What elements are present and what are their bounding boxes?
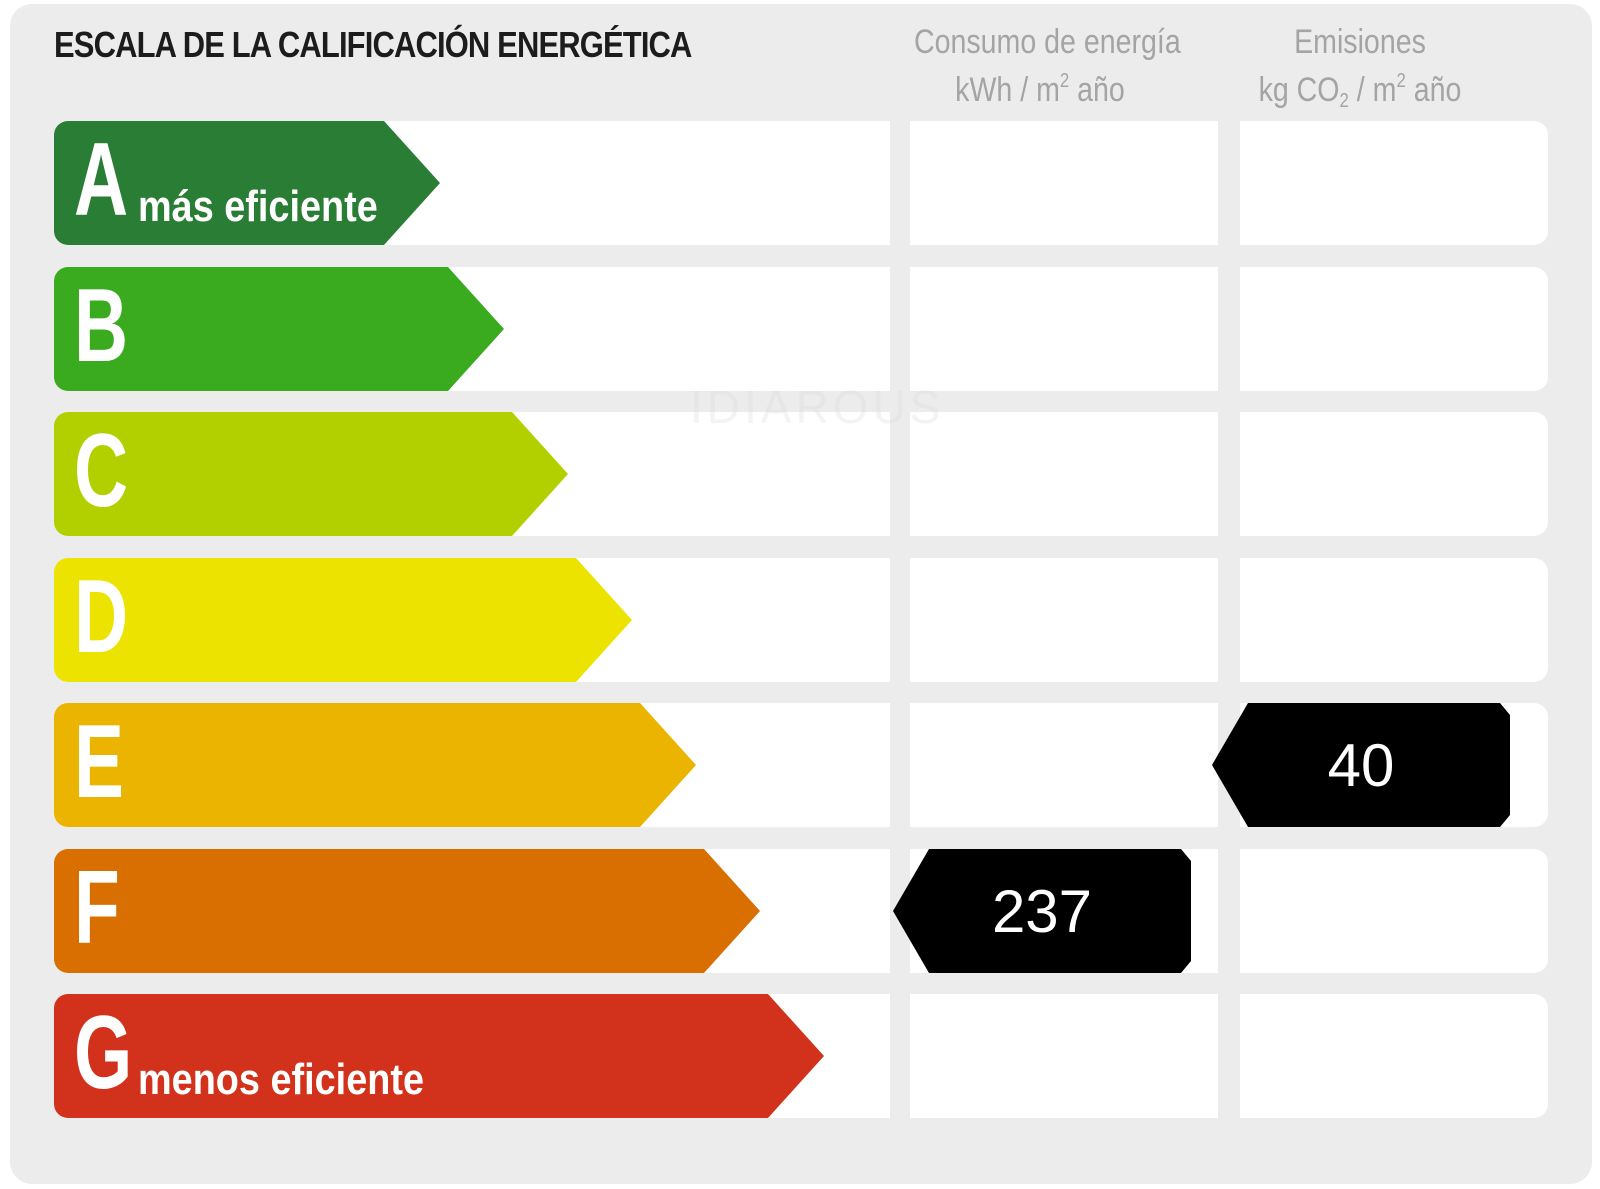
rating-caption: más eficiente: [138, 182, 378, 231]
consumption-cell-e: [910, 703, 1218, 827]
emissions-cell-c: [1240, 412, 1548, 536]
rating-row-b: B: [0, 267, 1600, 391]
emissions-cell-b: [1240, 267, 1548, 391]
consumption-cell-g: [910, 994, 1218, 1118]
rating-bar-f: F: [54, 849, 760, 973]
rating-bar-e: E: [54, 703, 696, 827]
consumption-cell-b: [910, 267, 1218, 391]
consumption-header-line1: Consumo de energía: [914, 23, 1181, 61]
consumption-value-badge: 237: [893, 849, 1191, 973]
rating-bar-d: D: [54, 558, 632, 682]
emissions-header-line1: Emisiones: [1294, 23, 1426, 61]
consumption-header-unit: kWh / m2 año: [955, 70, 1125, 109]
rating-row-e: E 40: [0, 703, 1600, 827]
rating-row-d: D: [0, 558, 1600, 682]
rating-bar-b: B: [54, 267, 504, 391]
consumption-cell-a: [910, 121, 1218, 245]
rating-letter: C: [74, 413, 129, 529]
rating-letter: B: [74, 268, 129, 384]
rating-letter: D: [74, 559, 129, 675]
rating-letter: E: [74, 704, 124, 820]
emissions-cell-d: [1240, 558, 1548, 682]
rating-row-c: C: [0, 412, 1600, 536]
emissions-header-unit: kg CO2 / m2 año: [1258, 70, 1462, 112]
emissions-cell-g: [1240, 994, 1548, 1118]
scale-title: ESCALA DE LA CALIFICACIÓN ENERGÉTICA: [54, 24, 692, 65]
rating-letter: G: [74, 995, 133, 1111]
emissions-cell-f: [1240, 849, 1548, 973]
emissions-cell-a: [1240, 121, 1548, 245]
emissions-value-badge: 40: [1212, 703, 1510, 827]
rating-letter: A: [74, 122, 129, 238]
rating-caption: menos eficiente: [138, 1055, 425, 1104]
emissions-header: Emisiones kg CO2 / m2 año: [1234, 18, 1486, 114]
consumption-header: Consumo de energía kWh / m2 año: [914, 18, 1181, 114]
rating-letter: F: [74, 850, 120, 966]
rating-row-f: F 237: [0, 849, 1600, 973]
rating-bar-c: C: [54, 412, 568, 536]
consumption-cell-d: [910, 558, 1218, 682]
consumption-cell-c: [910, 412, 1218, 536]
